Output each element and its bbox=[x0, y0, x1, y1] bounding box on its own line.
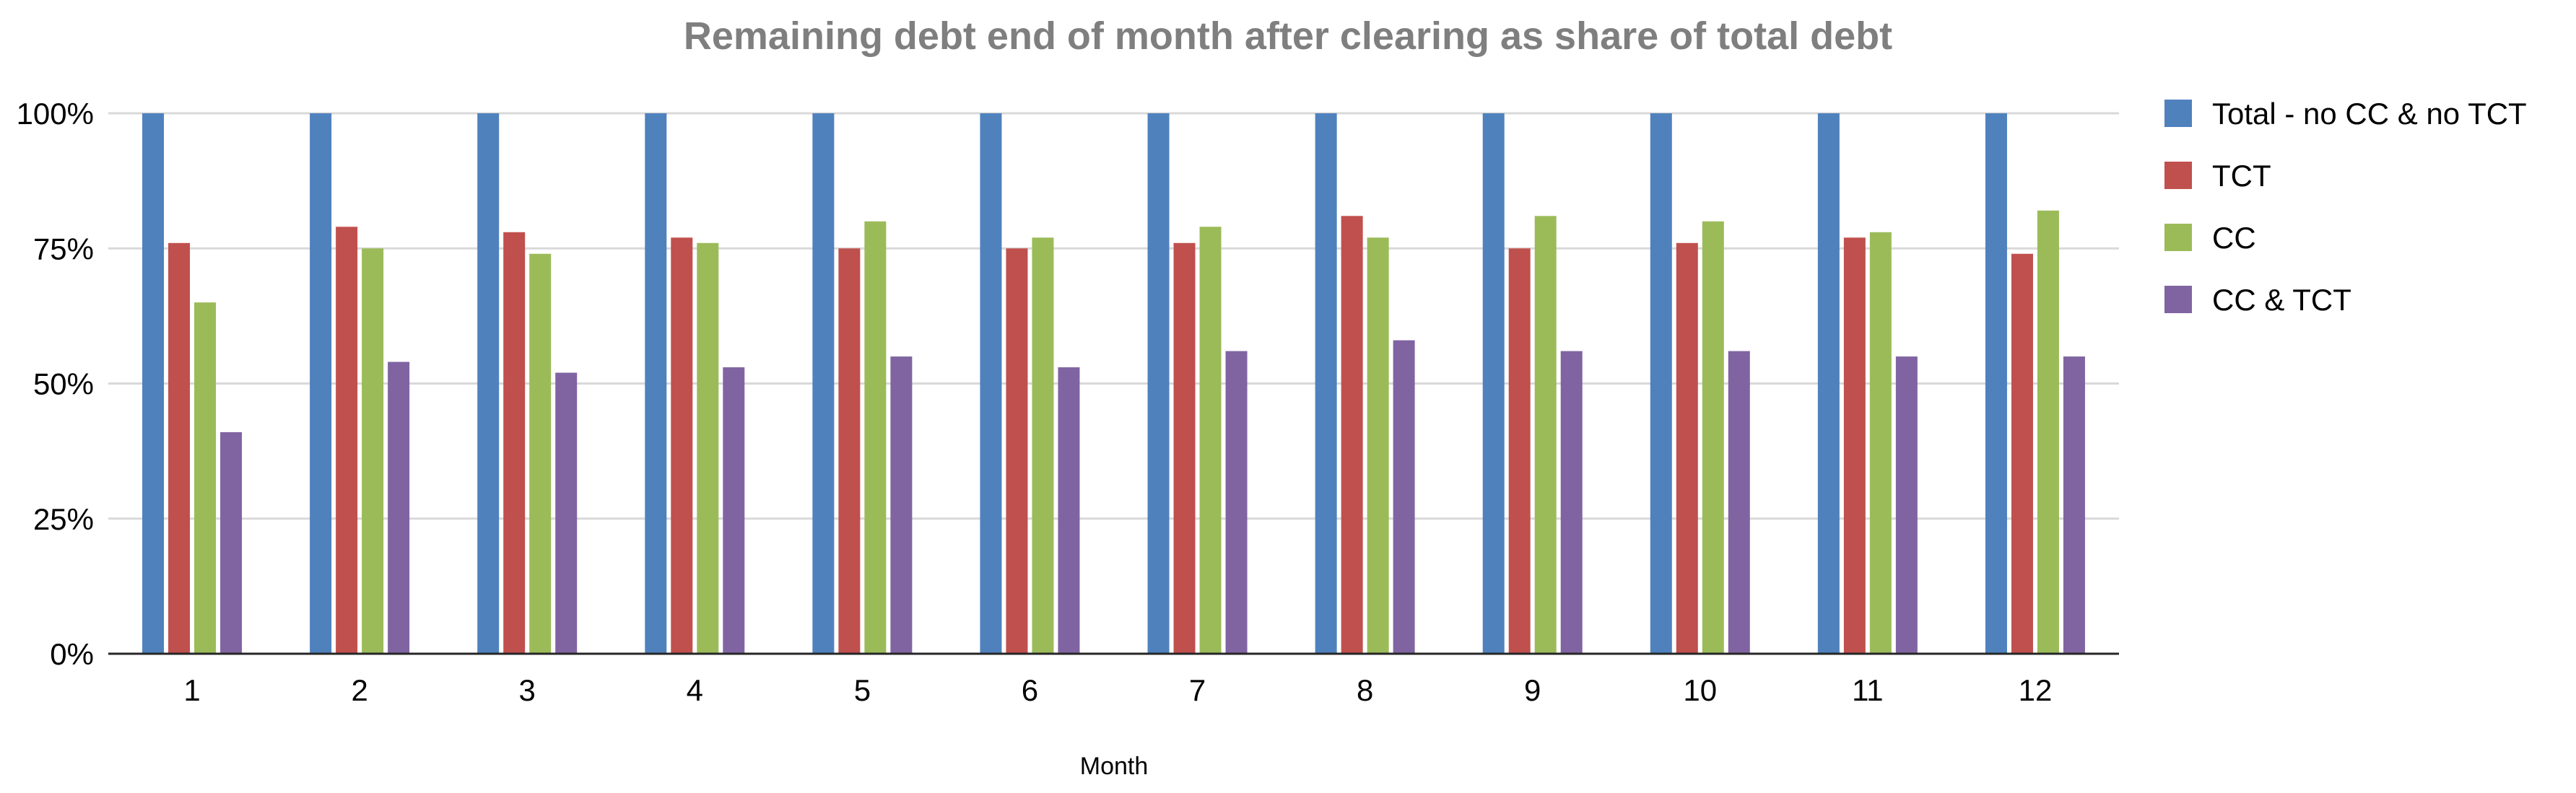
bar-tct bbox=[838, 248, 861, 654]
bar-total-no-cc-no-tct bbox=[645, 113, 667, 654]
bar-tct bbox=[671, 237, 693, 654]
x-tick-label: 3 bbox=[519, 673, 536, 707]
bar-total-no-cc-no-tct bbox=[477, 113, 500, 654]
x-tick-label: 7 bbox=[1189, 673, 1206, 707]
x-tick-label: 8 bbox=[1357, 673, 1373, 707]
bar-cc bbox=[529, 253, 552, 654]
bar-cc bbox=[1367, 237, 1389, 654]
bar-tct bbox=[1508, 248, 1531, 654]
bar-cc bbox=[2037, 210, 2059, 654]
bar-cc-tct bbox=[890, 356, 913, 654]
bar-total-no-cc-no-tct bbox=[1650, 113, 1672, 654]
bar-tct bbox=[1341, 216, 1363, 654]
legend-swatch bbox=[2164, 100, 2192, 127]
bar-total-no-cc-no-tct bbox=[1817, 113, 1840, 654]
legend-label: Total - no CC & no TCT bbox=[2212, 97, 2527, 131]
bar-total-no-cc-no-tct bbox=[310, 113, 332, 654]
x-tick-label: 5 bbox=[854, 673, 871, 707]
bar-cc-tct bbox=[1895, 356, 1918, 654]
bars bbox=[142, 113, 2085, 654]
bar-tct bbox=[1676, 242, 1698, 654]
y-tick-label: 100% bbox=[17, 97, 94, 131]
bar-total-no-cc-no-tct bbox=[1315, 113, 1337, 654]
bar-cc-tct bbox=[220, 431, 243, 654]
x-tick-label: 10 bbox=[1683, 673, 1717, 707]
bar-cc bbox=[1032, 237, 1054, 654]
bar-total-no-cc-no-tct bbox=[1482, 113, 1505, 654]
bar-cc bbox=[1534, 216, 1557, 654]
bar-cc bbox=[1869, 232, 1892, 654]
bar-cc-tct bbox=[1058, 367, 1080, 654]
bar-cc bbox=[362, 248, 384, 654]
bar-tct bbox=[336, 227, 358, 654]
y-tick-label: 50% bbox=[33, 367, 94, 401]
bar-tct bbox=[1173, 242, 1196, 654]
x-tick-label: 2 bbox=[351, 673, 367, 707]
bar-cc-tct bbox=[388, 362, 410, 654]
y-tick-label: 25% bbox=[33, 502, 94, 536]
bar-total-no-cc-no-tct bbox=[1147, 113, 1170, 654]
axes: 0%25%50%75%100%1 2 3 4 5 6 7 8 9 10 11 12 bbox=[17, 97, 2119, 707]
legend-swatch bbox=[2164, 224, 2192, 251]
gridlines bbox=[108, 112, 2119, 520]
x-tick-label: 9 bbox=[1524, 673, 1541, 707]
bar-cc bbox=[194, 302, 217, 654]
bar-cc-tct bbox=[1728, 351, 1750, 654]
x-tick-label: 6 bbox=[1022, 673, 1038, 707]
bar-cc-tct bbox=[2063, 356, 2085, 654]
legend-swatch bbox=[2164, 286, 2192, 313]
bar-cc bbox=[697, 242, 719, 654]
bar-tct bbox=[1006, 248, 1028, 654]
y-tick-label: 75% bbox=[33, 232, 94, 266]
bar-tct bbox=[1843, 237, 1866, 654]
chart-title: Remaining debt end of month after cleari… bbox=[684, 14, 1892, 58]
x-tick-label: 1 bbox=[183, 673, 200, 707]
legend-label: CC & TCT bbox=[2212, 283, 2351, 317]
legend-label: TCT bbox=[2212, 159, 2271, 193]
x-tick-label: 4 bbox=[687, 673, 703, 707]
bar-total-no-cc-no-tct bbox=[1985, 113, 2007, 654]
bar-total-no-cc-no-tct bbox=[980, 113, 1002, 654]
bar-cc-tct bbox=[1225, 351, 1248, 654]
y-tick-label: 0% bbox=[50, 637, 94, 671]
bar-tct bbox=[2011, 253, 2033, 654]
bar-cc-tct bbox=[1393, 340, 1415, 654]
bar-cc-tct bbox=[1560, 351, 1583, 654]
bar-cc bbox=[864, 221, 887, 654]
legend-label: CC bbox=[2212, 221, 2256, 255]
bar-cc-tct bbox=[723, 367, 745, 654]
bar-total-no-cc-no-tct bbox=[142, 113, 165, 654]
bar-total-no-cc-no-tct bbox=[812, 113, 835, 654]
bar-tct bbox=[503, 232, 526, 654]
bar-tct bbox=[168, 242, 191, 654]
x-tick-label: 11 bbox=[1852, 673, 1884, 707]
x-tick-label: 12 bbox=[2019, 673, 2053, 707]
bar-cc bbox=[1199, 227, 1222, 654]
legend-swatch bbox=[2164, 162, 2192, 189]
x-axis-title: Month bbox=[1080, 753, 1149, 780]
bar-cc-tct bbox=[555, 372, 578, 654]
bar-cc bbox=[1702, 221, 1724, 654]
legend: Total - no CC & no TCT TCT CC CC & TCT bbox=[2164, 97, 2527, 317]
